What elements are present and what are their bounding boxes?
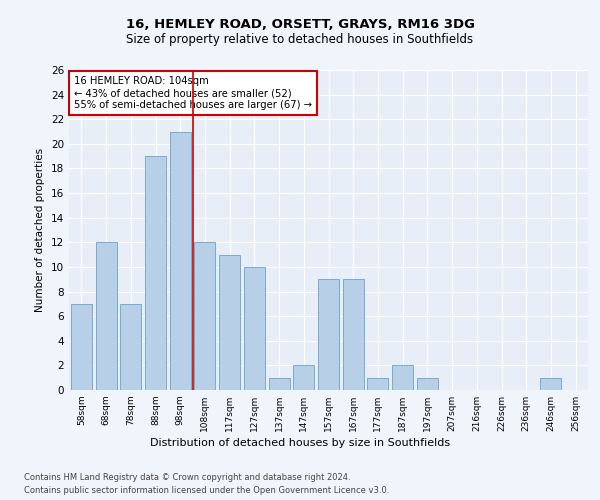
Bar (219, 254, 240, 390)
Bar (95, 242, 116, 390)
Text: Size of property relative to detached houses in Southfields: Size of property relative to detached ho… (127, 32, 473, 46)
Bar (120, 304, 141, 390)
Text: Contains HM Land Registry data © Crown copyright and database right 2024.: Contains HM Land Registry data © Crown c… (24, 472, 350, 482)
Bar (145, 156, 166, 390)
Text: 16, HEMLEY ROAD, ORSETT, GRAYS, RM16 3DG: 16, HEMLEY ROAD, ORSETT, GRAYS, RM16 3DG (125, 18, 475, 30)
Bar (269, 378, 290, 390)
Bar (343, 279, 364, 390)
Bar (541, 378, 562, 390)
Bar (318, 279, 339, 390)
Text: 16 HEMLEY ROAD: 104sqm
← 43% of detached houses are smaller (52)
55% of semi-det: 16 HEMLEY ROAD: 104sqm ← 43% of detached… (74, 76, 312, 110)
Y-axis label: Number of detached properties: Number of detached properties (35, 148, 46, 312)
Text: Distribution of detached houses by size in Southfields: Distribution of detached houses by size … (150, 438, 450, 448)
Bar (71, 304, 92, 390)
Bar (392, 366, 413, 390)
Bar (244, 267, 265, 390)
Bar (417, 378, 438, 390)
Text: Contains public sector information licensed under the Open Government Licence v3: Contains public sector information licen… (24, 486, 389, 495)
Bar (293, 366, 314, 390)
Bar (170, 132, 191, 390)
Bar (194, 242, 215, 390)
Bar (367, 378, 388, 390)
